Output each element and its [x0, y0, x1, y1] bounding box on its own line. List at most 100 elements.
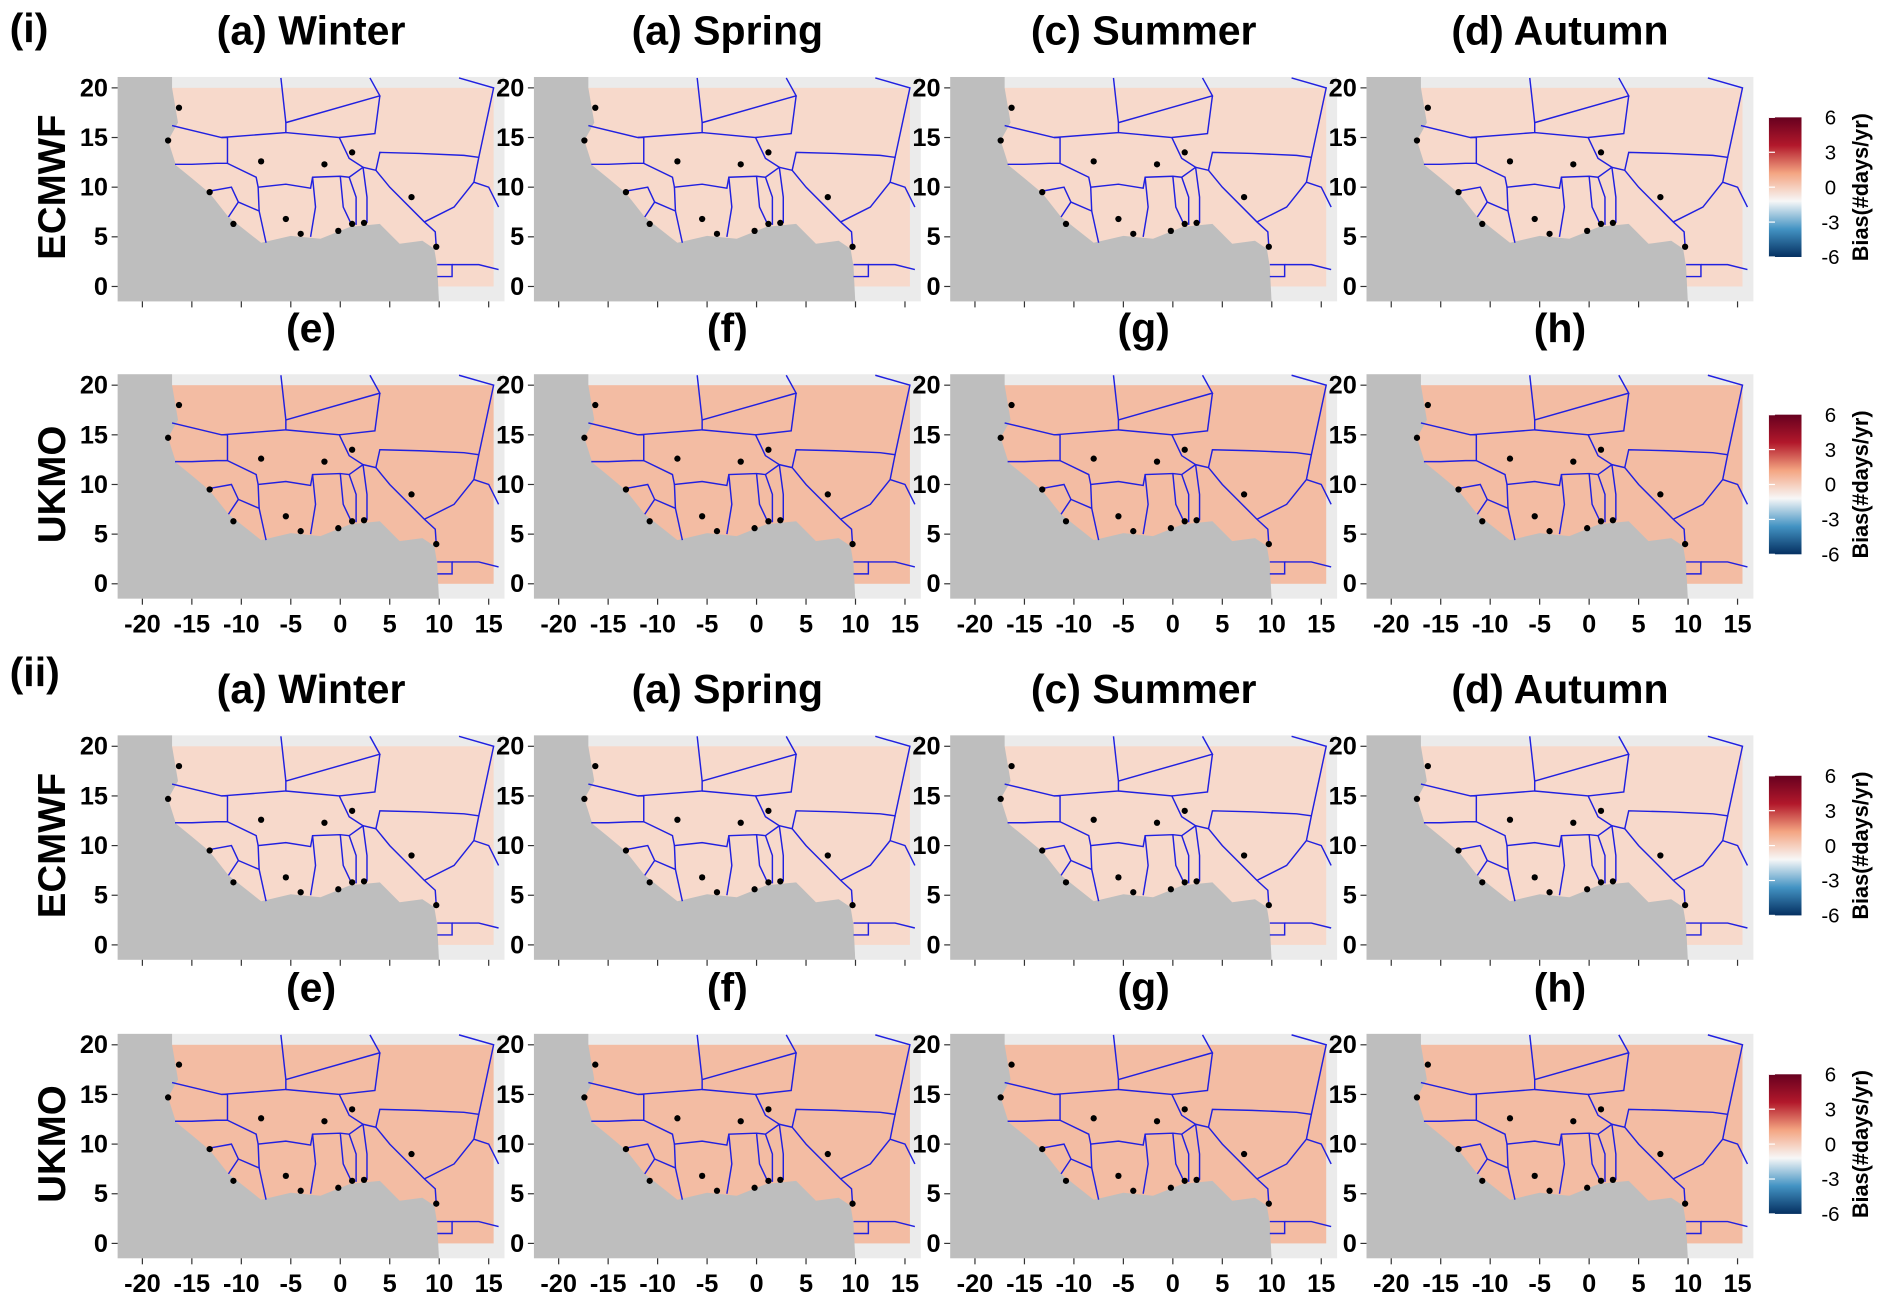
city-dot: [674, 1115, 681, 1122]
x-tick-label: 15: [1723, 1270, 1751, 1298]
border: [1611, 464, 1617, 521]
x-tick-label: 10: [841, 1270, 869, 1298]
city-dot: [349, 1177, 356, 1184]
border: [424, 1114, 480, 1180]
city-dot: [751, 1184, 758, 1191]
border: [868, 1220, 916, 1228]
border: [840, 1114, 896, 1180]
border: [1458, 1143, 1489, 1175]
border: [1558, 474, 1566, 535]
border: [362, 464, 368, 521]
city-dot: [349, 879, 356, 886]
city-dot: [997, 137, 1004, 144]
map: [950, 76, 1332, 302]
city-dot: [1479, 220, 1486, 228]
border: [1195, 77, 1328, 172]
y-tick-label: 20: [912, 1031, 940, 1059]
city-dot: [1039, 847, 1046, 854]
city-dot: [1153, 1118, 1161, 1125]
border: [1306, 1138, 1332, 1165]
border: [362, 1124, 368, 1180]
city-dot: [1531, 874, 1538, 881]
x-tick-label: 5: [1215, 610, 1229, 638]
city-dot: [1609, 878, 1617, 885]
city-dot: [1413, 434, 1421, 441]
city-dot: [1597, 149, 1605, 156]
y-tick-label: 10: [1329, 174, 1357, 202]
city-dot: [335, 525, 342, 532]
ocean: [1366, 374, 1688, 599]
panel-title: (h): [1534, 965, 1586, 1011]
y-tick-label: 15: [1329, 1081, 1357, 1109]
y-tick-label: 20: [80, 733, 108, 761]
city-dot: [408, 491, 415, 498]
colorbar-tick-label: 3: [1825, 1098, 1836, 1121]
city-dot: [646, 879, 653, 886]
city-dot: [1546, 230, 1553, 237]
border: [1090, 1144, 1093, 1168]
border: [1194, 1124, 1201, 1180]
border: [1171, 393, 1214, 436]
y-tick-label: 5: [94, 521, 108, 549]
city-dot: [1597, 1177, 1605, 1184]
city-dot: [1115, 215, 1122, 223]
map: [533, 76, 916, 302]
row-label: UKMO: [31, 1085, 74, 1203]
city-dot: [1265, 243, 1272, 250]
border: [726, 177, 733, 237]
map: [950, 1033, 1332, 1259]
border: [1558, 835, 1566, 896]
border: [764, 1133, 774, 1182]
y-tick-label: 10: [496, 832, 524, 860]
border: [779, 735, 911, 830]
city-dot: [175, 763, 183, 770]
border: [339, 1133, 353, 1184]
map: [1366, 76, 1749, 302]
city-dot: [408, 852, 415, 859]
border: [209, 1143, 240, 1175]
city-dot: [297, 230, 304, 237]
x-tick-label: -10: [1472, 610, 1509, 638]
city-dot: [360, 517, 368, 524]
x-tick-label: 15: [891, 1270, 919, 1298]
panel-title: (f): [707, 305, 748, 351]
city-dot: [1090, 1115, 1097, 1122]
panel-title: (d) Autumn: [1451, 8, 1668, 54]
border: [779, 374, 911, 469]
y-tick-label: 10: [912, 832, 940, 860]
border: [1700, 1220, 1748, 1228]
border: [1042, 844, 1072, 876]
colorbar-label: Bias(#days/yr): [1848, 772, 1873, 920]
city-dot: [297, 528, 304, 535]
border: [1700, 922, 1748, 929]
border: [339, 473, 353, 524]
y-tick-label: 10: [1329, 1131, 1357, 1159]
border: [868, 263, 916, 271]
border: [1269, 561, 1286, 575]
x-tick-label: 5: [1632, 610, 1646, 638]
x-tick-label: 0: [750, 1270, 764, 1298]
ocean: [117, 1033, 439, 1259]
border: [437, 263, 453, 278]
panel-title: (e): [286, 965, 336, 1011]
x-tick-label: -10: [1056, 610, 1093, 638]
y-tick-label: 0: [926, 273, 940, 301]
city-dot: [1570, 161, 1577, 168]
city-dot: [1531, 513, 1538, 520]
border: [637, 375, 703, 436]
colorbar-tick-label: 0: [1825, 474, 1836, 497]
city-dot: [1506, 158, 1514, 165]
x-tick-label: -15: [1006, 1270, 1043, 1298]
city-dot: [349, 1106, 356, 1113]
city-dot: [230, 518, 237, 525]
y-tick-label: 0: [1343, 570, 1357, 598]
colorbar-tick-label: -6: [1821, 246, 1839, 269]
border: [853, 561, 870, 575]
border: [853, 922, 870, 936]
city-dot: [360, 878, 368, 885]
y-tick-label: 0: [94, 931, 108, 959]
city-dot: [1455, 1145, 1462, 1153]
city-dot: [1193, 878, 1200, 885]
city-dot: [1455, 486, 1462, 493]
city-dot: [699, 513, 706, 520]
